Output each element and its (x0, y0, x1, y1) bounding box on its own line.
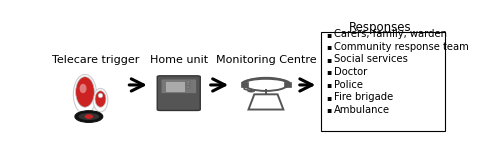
Text: ▪: ▪ (326, 80, 331, 89)
Ellipse shape (93, 88, 108, 112)
Text: ▪: ▪ (326, 105, 331, 114)
Text: Telecare trigger: Telecare trigger (52, 55, 139, 65)
Bar (241, 82, 248, 87)
Ellipse shape (98, 93, 103, 98)
Ellipse shape (95, 91, 106, 107)
FancyBboxPatch shape (165, 81, 185, 92)
Text: Monitoring Centre: Monitoring Centre (216, 55, 316, 65)
Text: ▪: ▪ (326, 55, 331, 64)
Text: Community response team: Community response team (334, 42, 468, 52)
Text: Doctor: Doctor (334, 67, 367, 77)
Ellipse shape (84, 114, 93, 119)
Ellipse shape (76, 77, 94, 107)
Text: Carers, family, warden: Carers, family, warden (334, 29, 447, 39)
Text: Fire brigade: Fire brigade (334, 92, 393, 102)
Ellipse shape (78, 113, 100, 120)
FancyBboxPatch shape (157, 76, 200, 111)
Text: Responses: Responses (349, 21, 412, 34)
Text: ▪: ▪ (326, 29, 331, 39)
Text: Social services: Social services (334, 54, 407, 64)
Text: ▪: ▪ (326, 42, 331, 51)
Text: Ambulance: Ambulance (334, 105, 390, 115)
Ellipse shape (75, 111, 103, 122)
FancyBboxPatch shape (161, 79, 196, 93)
Ellipse shape (80, 84, 86, 93)
Text: Police: Police (334, 80, 363, 90)
FancyBboxPatch shape (322, 32, 444, 131)
Text: Home unit: Home unit (150, 55, 208, 65)
Bar (186, 83, 190, 85)
Text: ▪: ▪ (326, 93, 331, 102)
Bar (186, 86, 190, 88)
Ellipse shape (74, 74, 96, 114)
Circle shape (248, 90, 254, 92)
Text: ▪: ▪ (326, 67, 331, 76)
Bar (186, 81, 190, 83)
Bar (284, 82, 291, 87)
